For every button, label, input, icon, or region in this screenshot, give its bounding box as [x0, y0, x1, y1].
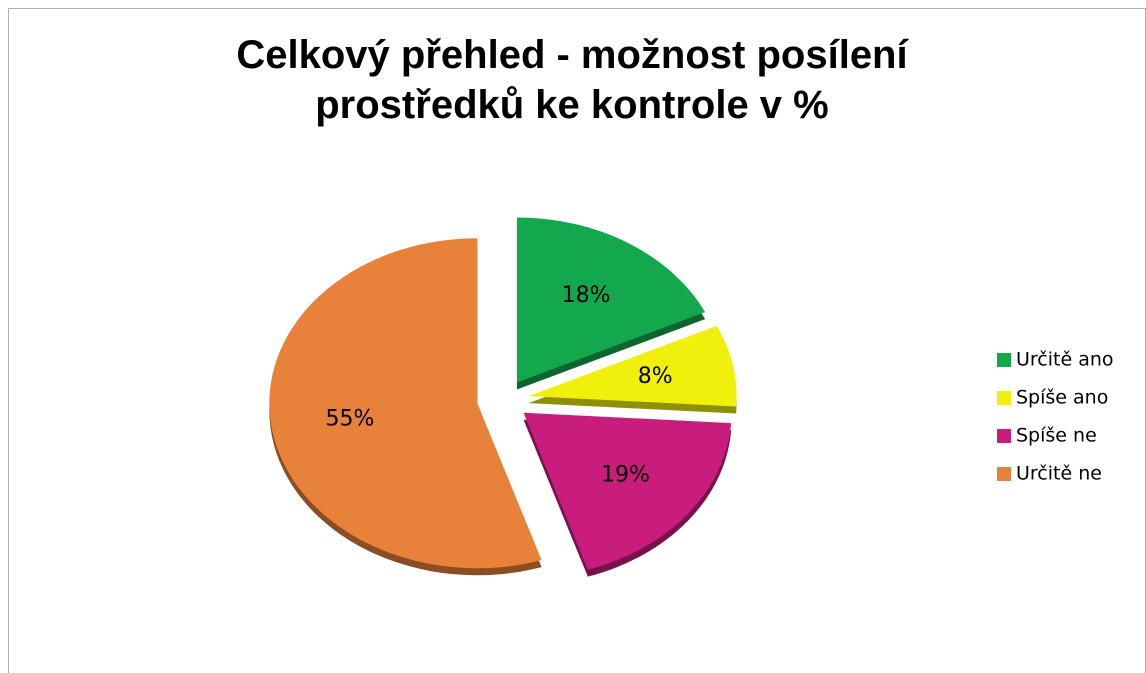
legend-label: Určitě ano — [1016, 349, 1114, 371]
data-label: 18% — [562, 283, 611, 308]
pie-slice — [516, 217, 706, 383]
legend-label: Určitě ne — [1016, 463, 1102, 485]
legend-swatch — [997, 391, 1011, 405]
pie-slice — [523, 412, 732, 570]
legend-swatch — [997, 467, 1011, 481]
pie-slice — [528, 325, 737, 407]
legend-label: Spíše ano — [1016, 387, 1108, 409]
data-label: 8% — [638, 364, 673, 389]
legend-swatch — [997, 353, 1011, 367]
legend-label: Spíše ne — [1016, 425, 1097, 447]
data-label: 55% — [325, 406, 374, 431]
legend-swatch — [997, 429, 1011, 443]
data-label: 19% — [601, 462, 650, 487]
pie-slice — [269, 238, 542, 569]
chart-title: Celkový přehled - možnost posílení prost… — [236, 33, 908, 127]
